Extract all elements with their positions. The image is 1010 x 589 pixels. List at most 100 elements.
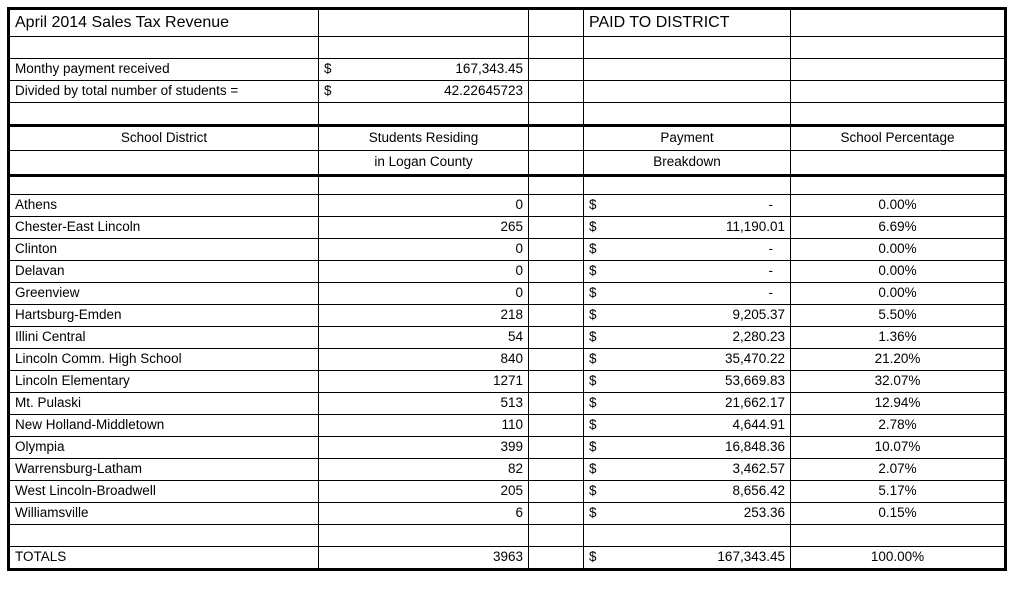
- currency-symbol: $: [589, 285, 597, 301]
- empty-cell: [790, 58, 1006, 81]
- students-cell: 205: [318, 480, 529, 503]
- empty-cell: [583, 80, 791, 103]
- payment-cell: $3,462.57: [583, 458, 791, 481]
- currency-symbol: $: [589, 241, 597, 257]
- empty-cell: [528, 102, 584, 126]
- currency-symbol: $: [589, 461, 597, 477]
- currency-symbol: $: [589, 395, 597, 411]
- empty-cell: [583, 524, 791, 547]
- summary-row-monthly-payment: Monthy payment received $ 167,343.45: [8, 58, 1006, 81]
- empty-cell: [583, 102, 791, 126]
- payment-cell: $ -: [583, 194, 791, 217]
- empty-cell: [528, 370, 584, 393]
- sales-tax-revenue-table: April 2014 Sales Tax Revenue PAID TO DIS…: [7, 7, 1007, 571]
- percentage-cell: 2.78%: [790, 414, 1006, 437]
- percentage-cell: 6.69%: [790, 216, 1006, 239]
- empty-cell: [583, 58, 791, 81]
- empty-cell: [790, 150, 1006, 177]
- district-cell: Warrensburg-Latham: [8, 458, 319, 481]
- district-cell: Athens: [8, 194, 319, 217]
- district-cell: Lincoln Elementary: [8, 370, 319, 393]
- totals-label: TOTALS: [8, 546, 319, 570]
- percentage-cell: 1.36%: [790, 326, 1006, 349]
- district-cell: Mt. Pulaski: [8, 392, 319, 415]
- column-header-row-1: School District Students Residing Paymen…: [8, 124, 1006, 151]
- payment-amount: 11,190.01: [725, 219, 785, 235]
- empty-cell: [318, 36, 529, 59]
- percentage-cell: 0.00%: [790, 260, 1006, 283]
- empty-cell: [528, 238, 584, 261]
- empty-cell: [790, 524, 1006, 547]
- percentage-cell: 32.07%: [790, 370, 1006, 393]
- empty-cell: [528, 216, 584, 239]
- empty-cell: [528, 458, 584, 481]
- spacer-row: [8, 175, 1006, 195]
- currency-symbol: $: [589, 483, 597, 499]
- payment-cell: $21,662.17: [583, 392, 791, 415]
- payment-amount: 2,280.23: [732, 329, 785, 345]
- empty-cell: [528, 304, 584, 327]
- empty-cell: [528, 282, 584, 305]
- empty-cell: [528, 58, 584, 81]
- spacer-row: [8, 524, 1006, 547]
- summary-row-per-student: Divided by total number of students = $ …: [8, 80, 1006, 103]
- empty-cell: [528, 8, 584, 37]
- payment-cell: $35,470.22: [583, 348, 791, 371]
- table-row: West Lincoln-Broadwell 205 $8,656.42 5.1…: [8, 480, 1006, 503]
- students-cell: 399: [318, 436, 529, 459]
- empty-cell: [318, 102, 529, 126]
- percentage-cell: 0.15%: [790, 502, 1006, 525]
- students-cell: 82: [318, 458, 529, 481]
- empty-cell: [528, 436, 584, 459]
- currency-symbol: $: [589, 329, 597, 345]
- percentage-cell: 2.07%: [790, 458, 1006, 481]
- students-cell: 840: [318, 348, 529, 371]
- column-header-payment-line2: Breakdown: [583, 150, 791, 177]
- payment-amount: 4,644.91: [732, 417, 785, 433]
- district-cell: Lincoln Comm. High School: [8, 348, 319, 371]
- table-row: Greenview 0 $ - 0.00%: [8, 282, 1006, 305]
- payment-amount: 16,848.36: [724, 439, 785, 455]
- sheet-title: April 2014 Sales Tax Revenue: [8, 8, 319, 37]
- totals-payment-cell: $167,343.45: [583, 546, 791, 570]
- payment-amount: -: [768, 241, 774, 257]
- district-cell: Clinton: [8, 238, 319, 261]
- payment-amount: -: [768, 263, 774, 279]
- district-cell: Hartsburg-Emden: [8, 304, 319, 327]
- empty-cell: [528, 348, 584, 371]
- paid-to-district-label: PAID TO DISTRICT: [583, 8, 791, 37]
- students-cell: 0: [318, 238, 529, 261]
- empty-cell: [583, 36, 791, 59]
- table-row: Athens 0 $ - 0.00%: [8, 194, 1006, 217]
- totals-percentage: 100.00%: [790, 546, 1006, 570]
- currency-symbol: $: [589, 351, 597, 367]
- currency-symbol: $: [324, 61, 332, 77]
- table-row: Olympia 399 $16,848.36 10.07%: [8, 436, 1006, 459]
- district-cell: West Lincoln-Broadwell: [8, 480, 319, 503]
- empty-cell: [318, 175, 529, 195]
- empty-cell: [8, 175, 319, 195]
- empty-cell: [528, 36, 584, 59]
- currency-symbol: $: [589, 439, 597, 455]
- column-header-district: School District: [8, 124, 319, 151]
- payment-cell: $253.36: [583, 502, 791, 525]
- empty-cell: [8, 524, 319, 547]
- percentage-cell: 21.20%: [790, 348, 1006, 371]
- spacer-row: [8, 36, 1006, 59]
- empty-cell: [528, 260, 584, 283]
- payment-cell: $2,280.23: [583, 326, 791, 349]
- empty-cell: [790, 8, 1006, 37]
- students-cell: 218: [318, 304, 529, 327]
- district-cell: Olympia: [8, 436, 319, 459]
- table-row: Chester-East Lincoln 265 $11,190.01 6.69…: [8, 216, 1006, 239]
- percentage-cell: 10.07%: [790, 436, 1006, 459]
- empty-cell: [528, 80, 584, 103]
- table-row: Williamsville 6 $253.36 0.15%: [8, 502, 1006, 525]
- students-cell: 0: [318, 282, 529, 305]
- table-row: Illini Central 54 $2,280.23 1.36%: [8, 326, 1006, 349]
- totals-row: TOTALS 3963 $167,343.45 100.00%: [8, 546, 1006, 570]
- table-row: New Holland-Middletown 110 $4,644.91 2.7…: [8, 414, 1006, 437]
- summary-amount: 167,343.45: [455, 61, 523, 77]
- summary-label: Divided by total number of students =: [8, 80, 319, 103]
